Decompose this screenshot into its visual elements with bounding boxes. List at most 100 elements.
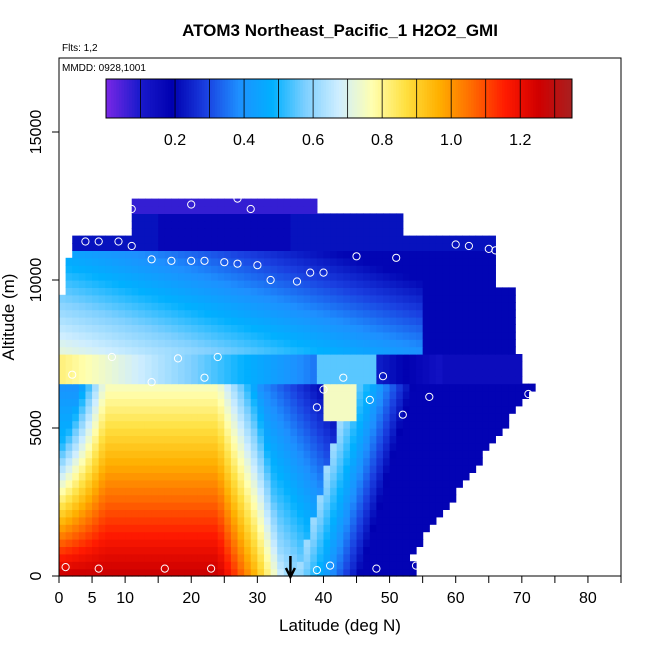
heat-cell (270, 376, 278, 385)
heat-cell (409, 383, 417, 392)
heat-cell (92, 413, 100, 422)
heat-cell (171, 531, 179, 540)
heat-cell (78, 561, 87, 570)
heat-cell (482, 339, 490, 348)
heat-cell (382, 502, 391, 510)
heat-cell (389, 553, 397, 562)
heat-cell (85, 568, 93, 577)
heat-cell (336, 361, 344, 370)
heat-cell (224, 435, 232, 444)
heat-cell (449, 257, 457, 266)
heat-cell (369, 228, 377, 237)
heat-cell (197, 250, 206, 259)
heat-cell (508, 398, 516, 407)
heat-cell (297, 450, 305, 459)
heat-cell (105, 376, 113, 385)
heat-cell (310, 487, 318, 496)
heat-cell (178, 428, 186, 436)
heat-cell (230, 250, 239, 259)
observation-point (392, 253, 401, 262)
colorbar-segment (556, 79, 560, 118)
heat-cell (211, 324, 219, 333)
heat-cell (336, 257, 344, 266)
heat-cell (85, 398, 93, 407)
heat-cell (237, 568, 245, 577)
heat-cell (197, 346, 206, 355)
heat-cell (250, 553, 258, 562)
heat-cell (435, 509, 444, 518)
heat-cell (211, 405, 219, 414)
heat-cell (85, 516, 93, 525)
heat-cell (475, 383, 483, 392)
heat-cell (475, 361, 483, 370)
heat-cell (389, 243, 397, 251)
heat-cell (336, 546, 344, 555)
heat-cell (297, 472, 305, 481)
heat-cell (164, 405, 172, 414)
heat-cell (171, 368, 179, 377)
heat-cell (257, 272, 265, 281)
heat-cell (78, 324, 87, 333)
heat-cell (164, 391, 172, 399)
heat-cell (482, 294, 490, 303)
heat-cell (59, 294, 67, 303)
heat-cell (217, 213, 225, 222)
heat-cell (336, 354, 344, 362)
heat-cell (462, 309, 470, 318)
heat-cell (144, 391, 153, 399)
heat-cell (429, 280, 437, 288)
heat-cell (237, 339, 245, 348)
heat-cell (151, 405, 159, 414)
heat-cell (336, 539, 344, 547)
heat-cell (349, 235, 358, 244)
heat-cell (92, 398, 100, 407)
heat-cell (263, 413, 272, 422)
heat-cell (277, 391, 285, 399)
heat-cell (138, 561, 146, 570)
colorbar-segment (535, 79, 539, 118)
heat-cell (376, 405, 384, 414)
heat-cell (468, 346, 477, 355)
heat-cell (449, 487, 457, 496)
heat-cell (270, 243, 278, 251)
heat-cell (263, 428, 272, 436)
heat-cell (488, 339, 496, 348)
heat-cell (402, 472, 411, 481)
heat-cell (184, 524, 192, 533)
heat-cell (65, 494, 73, 503)
heat-cell (409, 524, 417, 533)
heat-cell (297, 220, 305, 229)
heat-cell (283, 361, 292, 370)
heat-cell (211, 546, 219, 555)
heat-cell (178, 502, 186, 510)
heat-cell (230, 235, 239, 244)
heat-cell (59, 494, 67, 503)
heat-cell (105, 450, 113, 459)
heat-cell (363, 257, 371, 266)
colorbar-tick-label: 1.0 (440, 132, 462, 149)
heat-cell (131, 265, 139, 274)
heat-cell (316, 280, 325, 288)
heat-cell (151, 568, 159, 577)
heat-cell (376, 420, 384, 429)
heat-cell (482, 398, 490, 407)
heat-cell (277, 546, 285, 555)
heat-cell (59, 413, 67, 422)
heat-cell (356, 213, 364, 222)
heat-cell (422, 368, 430, 377)
heat-cell (376, 220, 384, 229)
heat-cell (349, 457, 358, 466)
heat-cell (409, 324, 417, 333)
heat-cell (323, 568, 331, 577)
heat-cell (382, 383, 391, 392)
heat-cell (250, 287, 258, 296)
heat-cell (105, 502, 113, 510)
heat-cell (224, 346, 232, 355)
heat-cell (435, 465, 444, 473)
heat-cell (184, 376, 192, 385)
heat-cell (171, 376, 179, 385)
heat-cell (125, 272, 133, 281)
heat-cell (475, 354, 483, 362)
heat-cell (151, 450, 159, 459)
heat-cell (270, 257, 278, 266)
